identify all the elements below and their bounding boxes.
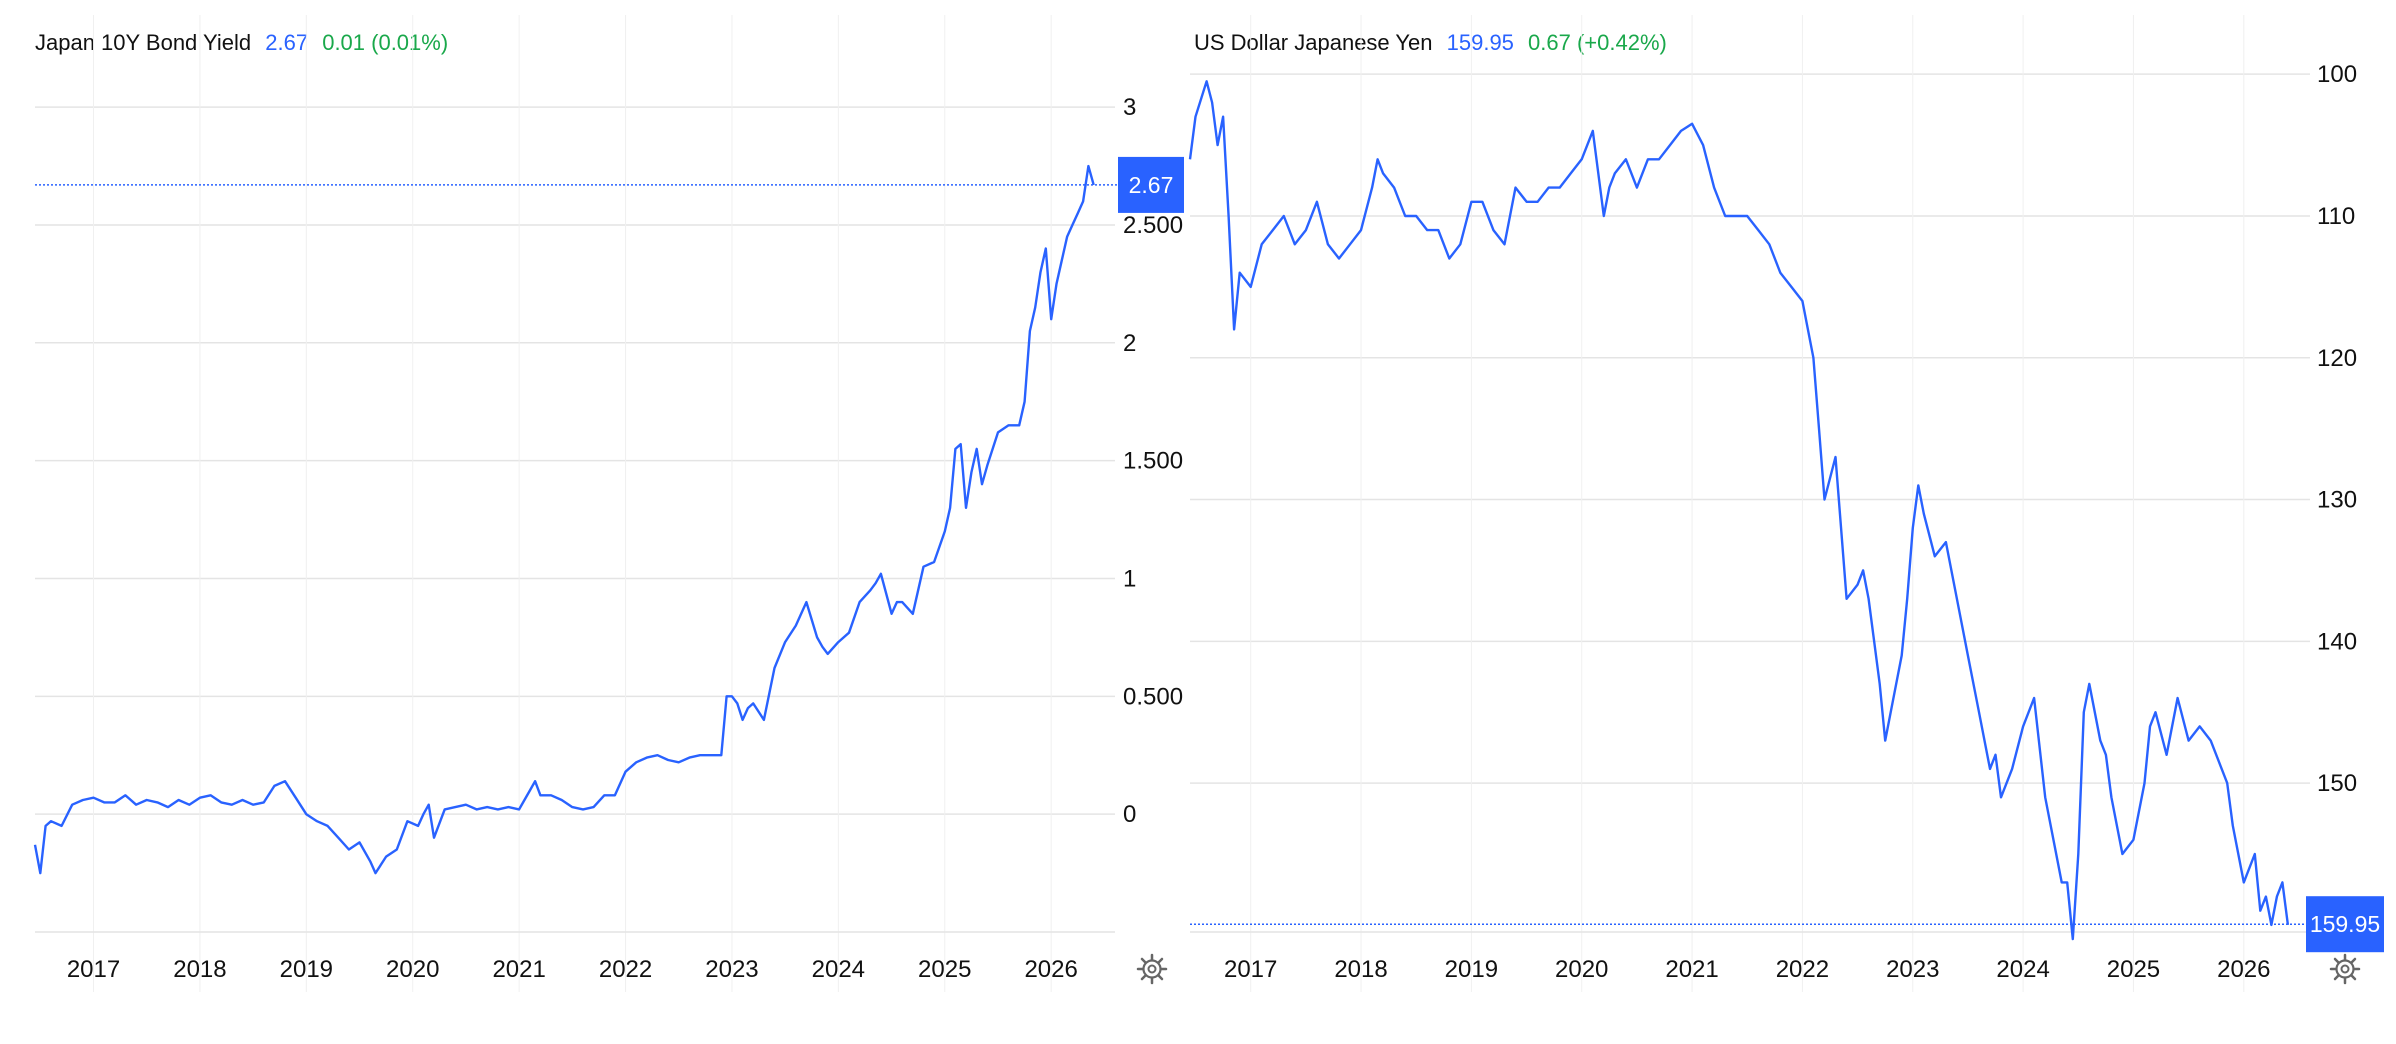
gear-icon[interactable] [1135, 952, 1169, 986]
jgb-x-gridlines [93, 15, 1052, 992]
usdjpy-x-tick-label: 2024 [1996, 956, 2049, 983]
jgb-chart-title: Japan 10Y Bond Yield [35, 30, 251, 55]
usdjpy-x-tick-label: 2026 [2217, 956, 2270, 983]
usdjpy-x-tick-label: 2022 [1776, 956, 1829, 983]
jgb-price-badge-box [1118, 156, 1184, 213]
gear-icon[interactable] [2328, 952, 2362, 986]
jgb-x-tick-label: 2020 [386, 956, 439, 983]
jgb-y-tick-label: 0.500 [1123, 683, 1183, 710]
jgb-y-tick-label: 3 [1123, 94, 1136, 121]
jgb-y-tick-label: 1 [1123, 565, 1136, 592]
jgb-x-tick-label: 2021 [492, 956, 545, 983]
usdjpy-series-line [1188, 80, 2290, 941]
jgb-x-tick-label: 2023 [705, 956, 758, 983]
jgb-y-gridlines [35, 106, 1115, 815]
jgb-x-tick-labels: 2017 2018 2019 2020 2021 2022 2023 2024 2025 2026 [67, 956, 1078, 983]
jgb-change: 0.01 (0.01%) [322, 30, 448, 55]
usdjpy-chart-title: US Dollar Japanese Yen [1194, 30, 1433, 55]
jgb-yield-chart: Japan 10Y Bond Yield 2.67 0.01 (0.01%) 0… [33, 15, 1184, 992]
jgb-series-line [33, 164, 1095, 875]
usdjpy-x-tick-label: 2019 [1445, 956, 1498, 983]
usdjpy-x-tick-labels: 2017 2018 2019 2020 2021 2022 2023 2024 2025 2026 [1224, 956, 2270, 983]
jgb-last-value: 2.67 [265, 30, 308, 55]
jgb-x-tick-label: 2026 [1024, 956, 1077, 983]
usdjpy-x-tick-label: 2018 [1334, 956, 1387, 983]
usdjpy-x-gridlines [1250, 15, 2245, 992]
usdjpy-y-tick-label: 130 [2317, 487, 2357, 514]
jgb-x-tick-label: 2022 [599, 956, 652, 983]
jgb-x-tick-label: 2019 [280, 956, 333, 983]
jgb-y-tick-label: 0 [1123, 801, 1136, 828]
usdjpy-price-badge: 159.95 [2306, 896, 2384, 953]
svg-text:US Dollar Japanese Yen 1: US Dollar Japanese Yen 159.95 0.67 (+0.4… [1194, 30, 1667, 55]
usdjpy-y-tick-label: 140 [2317, 628, 2357, 655]
jgb-x-tick-label: 2017 [67, 956, 120, 983]
usdjpy-last-value: 159.95 [1447, 30, 1514, 55]
jgb-y-tick-label: 2.500 [1123, 212, 1183, 239]
svg-text:Japan 10Y Bond Yield 2.6: Japan 10Y Bond Yield 2.67 0.01 (0.01%) [35, 30, 448, 55]
usdjpy-y-gridlines [1190, 73, 2310, 784]
usdjpy-x-tick-label: 2021 [1665, 956, 1718, 983]
jgb-price-badge-label: 2.67 [1129, 172, 1174, 198]
usdjpy-y-tick-label: 150 [2317, 770, 2357, 797]
jgb-y-tick-label: 1.500 [1123, 448, 1183, 475]
usdjpy-x-tick-label: 2023 [1886, 956, 1939, 983]
usdjpy-x-tick-label: 2025 [2107, 956, 2160, 983]
jgb-y-tick-labels: 0 0.500 1 1.500 2 2.500 3 [1123, 94, 1183, 828]
jgb-x-tick-label: 2025 [918, 956, 971, 983]
jgb-y-tick-label: 2 [1123, 330, 1136, 357]
usdjpy-y-tick-labels: 100 110 120 130 140 150 [2317, 61, 2357, 797]
jgb-price-badge: 2.67 [1118, 156, 1184, 213]
usdjpy-x-tick-label: 2017 [1224, 956, 1277, 983]
usdjpy-chart: US Dollar Japanese Yen 159.95 0.67 (+0.4… [1188, 15, 2384, 992]
usdjpy-y-tick-label: 100 [2317, 61, 2357, 88]
usdjpy-price-badge-box [2306, 896, 2384, 953]
jgb-x-tick-label: 2018 [173, 956, 226, 983]
usdjpy-x-tick-label: 2020 [1555, 956, 1608, 983]
usdjpy-price-badge-label: 159.95 [2310, 911, 2380, 937]
usdjpy-y-tick-label: 120 [2317, 345, 2357, 372]
usdjpy-change: 0.67 (+0.42%) [1528, 30, 1667, 55]
jgb-x-tick-label: 2024 [812, 956, 865, 983]
usdjpy-y-tick-label: 110 [2317, 203, 2355, 230]
